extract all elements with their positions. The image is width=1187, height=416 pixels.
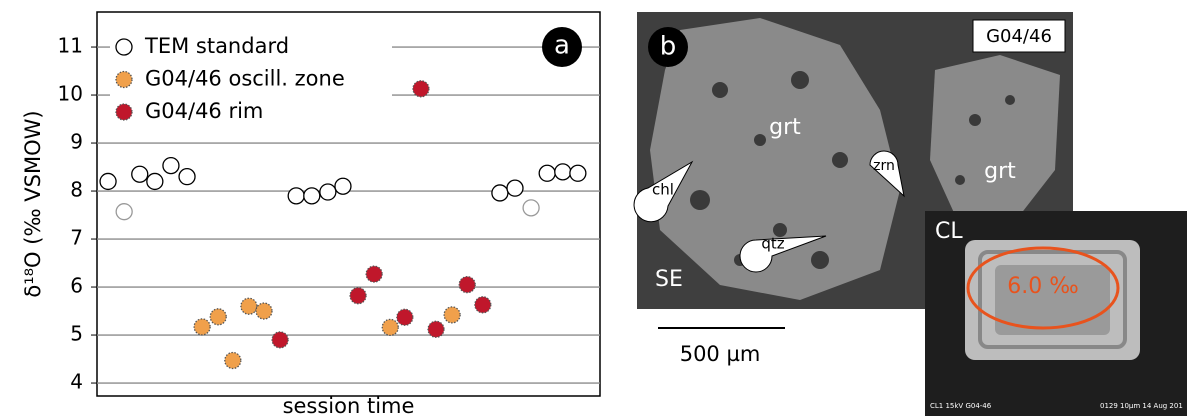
y-tick-label: 5 xyxy=(70,322,83,346)
data-point xyxy=(225,352,241,368)
y-tick-label: 10 xyxy=(58,82,83,106)
panel-a: 4 5 6 7 8 9 10 11 δ¹⁸O (‰ VSMOW) session time TEM … xyxy=(21,12,600,416)
y-axis-label: δ¹⁸O (‰ VSMOW) xyxy=(21,110,45,297)
data-point xyxy=(210,309,226,325)
data-point xyxy=(100,173,116,189)
sample-label: G04/46 xyxy=(986,26,1052,47)
data-point xyxy=(241,298,257,314)
data-point xyxy=(163,158,179,174)
footer: 10µm 14 Aug 201 xyxy=(1120,402,1183,410)
mineral-label: chl xyxy=(652,181,674,199)
legend-label: TEM standard xyxy=(144,34,289,58)
data-point xyxy=(350,288,366,304)
data-point xyxy=(492,185,508,201)
y-tick-label: 7 xyxy=(70,226,83,250)
y-tick-label: 6 xyxy=(70,274,83,298)
scale-label: 500 µm xyxy=(680,342,761,366)
data-point xyxy=(179,169,195,185)
y-tick-label: 8 xyxy=(70,178,83,202)
data-point xyxy=(304,188,320,204)
data-point xyxy=(320,184,336,200)
data-point xyxy=(539,165,555,181)
data-point xyxy=(116,204,132,220)
mineral-label: grt xyxy=(769,115,801,140)
data-point xyxy=(459,277,475,293)
data-point xyxy=(444,307,460,323)
detector-label: CL xyxy=(935,219,963,244)
data-point xyxy=(194,319,210,335)
figure: b G04/46 grt grt zrn chl qtz SE 500 µm 6… xyxy=(0,0,1187,416)
data-point xyxy=(366,266,382,282)
y-tick-label: 4 xyxy=(70,370,83,394)
legend-marker xyxy=(116,39,132,55)
data-point xyxy=(413,81,429,97)
legend-marker xyxy=(116,104,132,120)
panel-label: b xyxy=(660,32,677,62)
data-point xyxy=(272,332,288,348)
data-point xyxy=(147,173,163,189)
data-point xyxy=(288,188,304,204)
data-point xyxy=(507,180,523,196)
y-tick-label: 11 xyxy=(58,34,83,58)
y-tick-label: 9 xyxy=(70,130,83,154)
legend-label: G04/46 oscill. zone xyxy=(145,67,345,91)
data-point xyxy=(555,164,571,180)
legend-label: G04/46 rim xyxy=(145,99,263,123)
data-point xyxy=(570,165,586,181)
data-point xyxy=(475,297,491,313)
spot-value: 6.0 ‰ xyxy=(1007,274,1079,299)
data-point xyxy=(256,303,272,319)
footer: 0129 xyxy=(1100,402,1118,410)
detector-label: SE xyxy=(655,267,683,292)
x-axis-label: session time xyxy=(283,394,415,416)
data-point xyxy=(335,178,351,194)
panel-label: a xyxy=(554,31,570,61)
data-point xyxy=(428,321,444,337)
mineral-label: zrn xyxy=(873,158,895,174)
data-point xyxy=(523,200,539,216)
footer: CL1 15kV G04-46 xyxy=(930,402,992,410)
legend-marker xyxy=(116,72,132,88)
data-point xyxy=(397,309,413,325)
mineral-label: grt xyxy=(984,159,1016,184)
data-point xyxy=(132,166,148,182)
cl-inset: 6.0 ‰ CL CL1 15kV G04-46 0129 10µm 14 Au… xyxy=(925,211,1187,416)
mineral-label: qtz xyxy=(761,235,784,253)
data-point xyxy=(382,319,398,335)
